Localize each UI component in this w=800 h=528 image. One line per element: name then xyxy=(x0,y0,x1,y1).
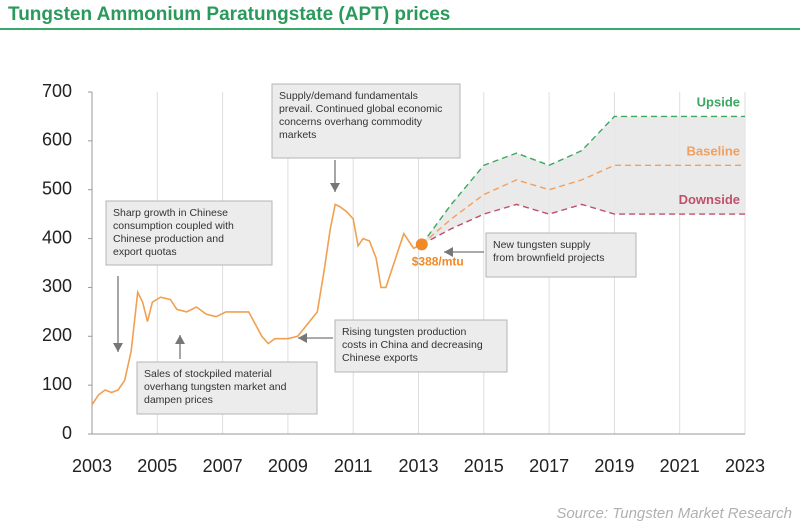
current-price-marker xyxy=(415,238,428,251)
x-axis-ticks: 2003 2005 2007 2009 2011 2013 2015 2017 2019 2021… xyxy=(72,456,765,476)
callout-text-line: prevail. Continued global economic xyxy=(279,103,442,115)
y-axis-ticks: 0 100 200 300 400 500 600 700 xyxy=(42,81,92,443)
x-tick-label-8: 2019 xyxy=(594,456,634,476)
series-label-upside: Upside xyxy=(697,94,740,109)
callout-text-line: Rising tungsten production xyxy=(342,326,466,338)
y-tick-label-4: 400 xyxy=(42,227,72,247)
callout-text-line: Chinese exports xyxy=(342,352,418,364)
y-tick-label-6: 600 xyxy=(42,130,72,150)
x-tick-label-2: 2007 xyxy=(203,456,243,476)
callout-text-line: concerns overhang commodity xyxy=(279,116,423,128)
callout-text-line: overhang tungsten market and xyxy=(144,381,287,393)
y-tick-label-5: 500 xyxy=(42,178,72,198)
callout-text-line: New tungsten supply xyxy=(493,239,591,251)
callout-text-line: costs in China and decreasing xyxy=(342,339,483,351)
series-labels: Upside Baseline Downside xyxy=(679,94,740,207)
y-tick-label-3: 300 xyxy=(42,276,72,296)
source-note: Source: Tungsten Market Research xyxy=(556,505,792,522)
scenario-band xyxy=(421,116,745,245)
y-tick-label-0: 0 xyxy=(62,423,72,443)
series-line-downside xyxy=(421,203,745,246)
x-tick-label-7: 2017 xyxy=(529,456,569,476)
x-tick-label-6: 2015 xyxy=(464,456,504,476)
callout-box xyxy=(334,319,508,373)
callout-text-line: export quotas xyxy=(113,246,177,258)
callout-box xyxy=(485,232,637,278)
series-layer xyxy=(91,115,745,406)
callout-text-line: Chinese production and xyxy=(113,233,224,245)
series-line-baseline xyxy=(421,164,745,245)
x-tick-label-9: 2021 xyxy=(660,456,700,476)
callout-text-line: Sales of stockpiled material xyxy=(144,368,272,380)
x-tick-label-3: 2009 xyxy=(268,456,308,476)
callout-text-line: consumption coupled with xyxy=(113,220,234,232)
series-line-historical xyxy=(91,203,423,406)
x-tick-label-1: 2005 xyxy=(137,456,177,476)
callout-box xyxy=(271,83,461,159)
y-tick-label-2: 200 xyxy=(42,325,72,345)
current-price-label: $388/mtu xyxy=(412,254,464,268)
callout-text-line: dampen prices xyxy=(144,394,213,406)
callout-arrow-head xyxy=(330,183,340,192)
callout-arrow-head xyxy=(298,333,307,343)
title-underline xyxy=(0,28,800,30)
callout-text-line: Supply/demand fundamentals xyxy=(279,90,418,102)
x-tick-label-0: 2003 xyxy=(72,456,112,476)
callout-arrow-head xyxy=(113,343,123,352)
callout-text-line: from brownfield projects xyxy=(493,252,604,264)
chart-title: Tungsten Ammonium Paratungstate (APT) pr… xyxy=(8,4,451,25)
callout-text-line: markets xyxy=(279,129,316,141)
axes xyxy=(91,92,745,435)
y-tick-label-1: 100 xyxy=(42,374,72,394)
series-line-upside xyxy=(421,115,745,245)
callout-arrow-head xyxy=(444,247,453,257)
x-tick-label-10: 2023 xyxy=(725,456,765,476)
y-tick-label-7: 700 xyxy=(42,81,72,101)
callout-arrow-head xyxy=(175,335,185,344)
callout-box xyxy=(136,361,318,415)
x-tick-label-4: 2011 xyxy=(334,456,373,476)
callout-text-line: Sharp growth in Chinese xyxy=(113,207,228,219)
callout-box xyxy=(105,200,273,266)
series-label-baseline: Baseline xyxy=(687,143,740,158)
x-tick-label-5: 2013 xyxy=(398,456,438,476)
series-label-downside: Downside xyxy=(679,192,740,207)
